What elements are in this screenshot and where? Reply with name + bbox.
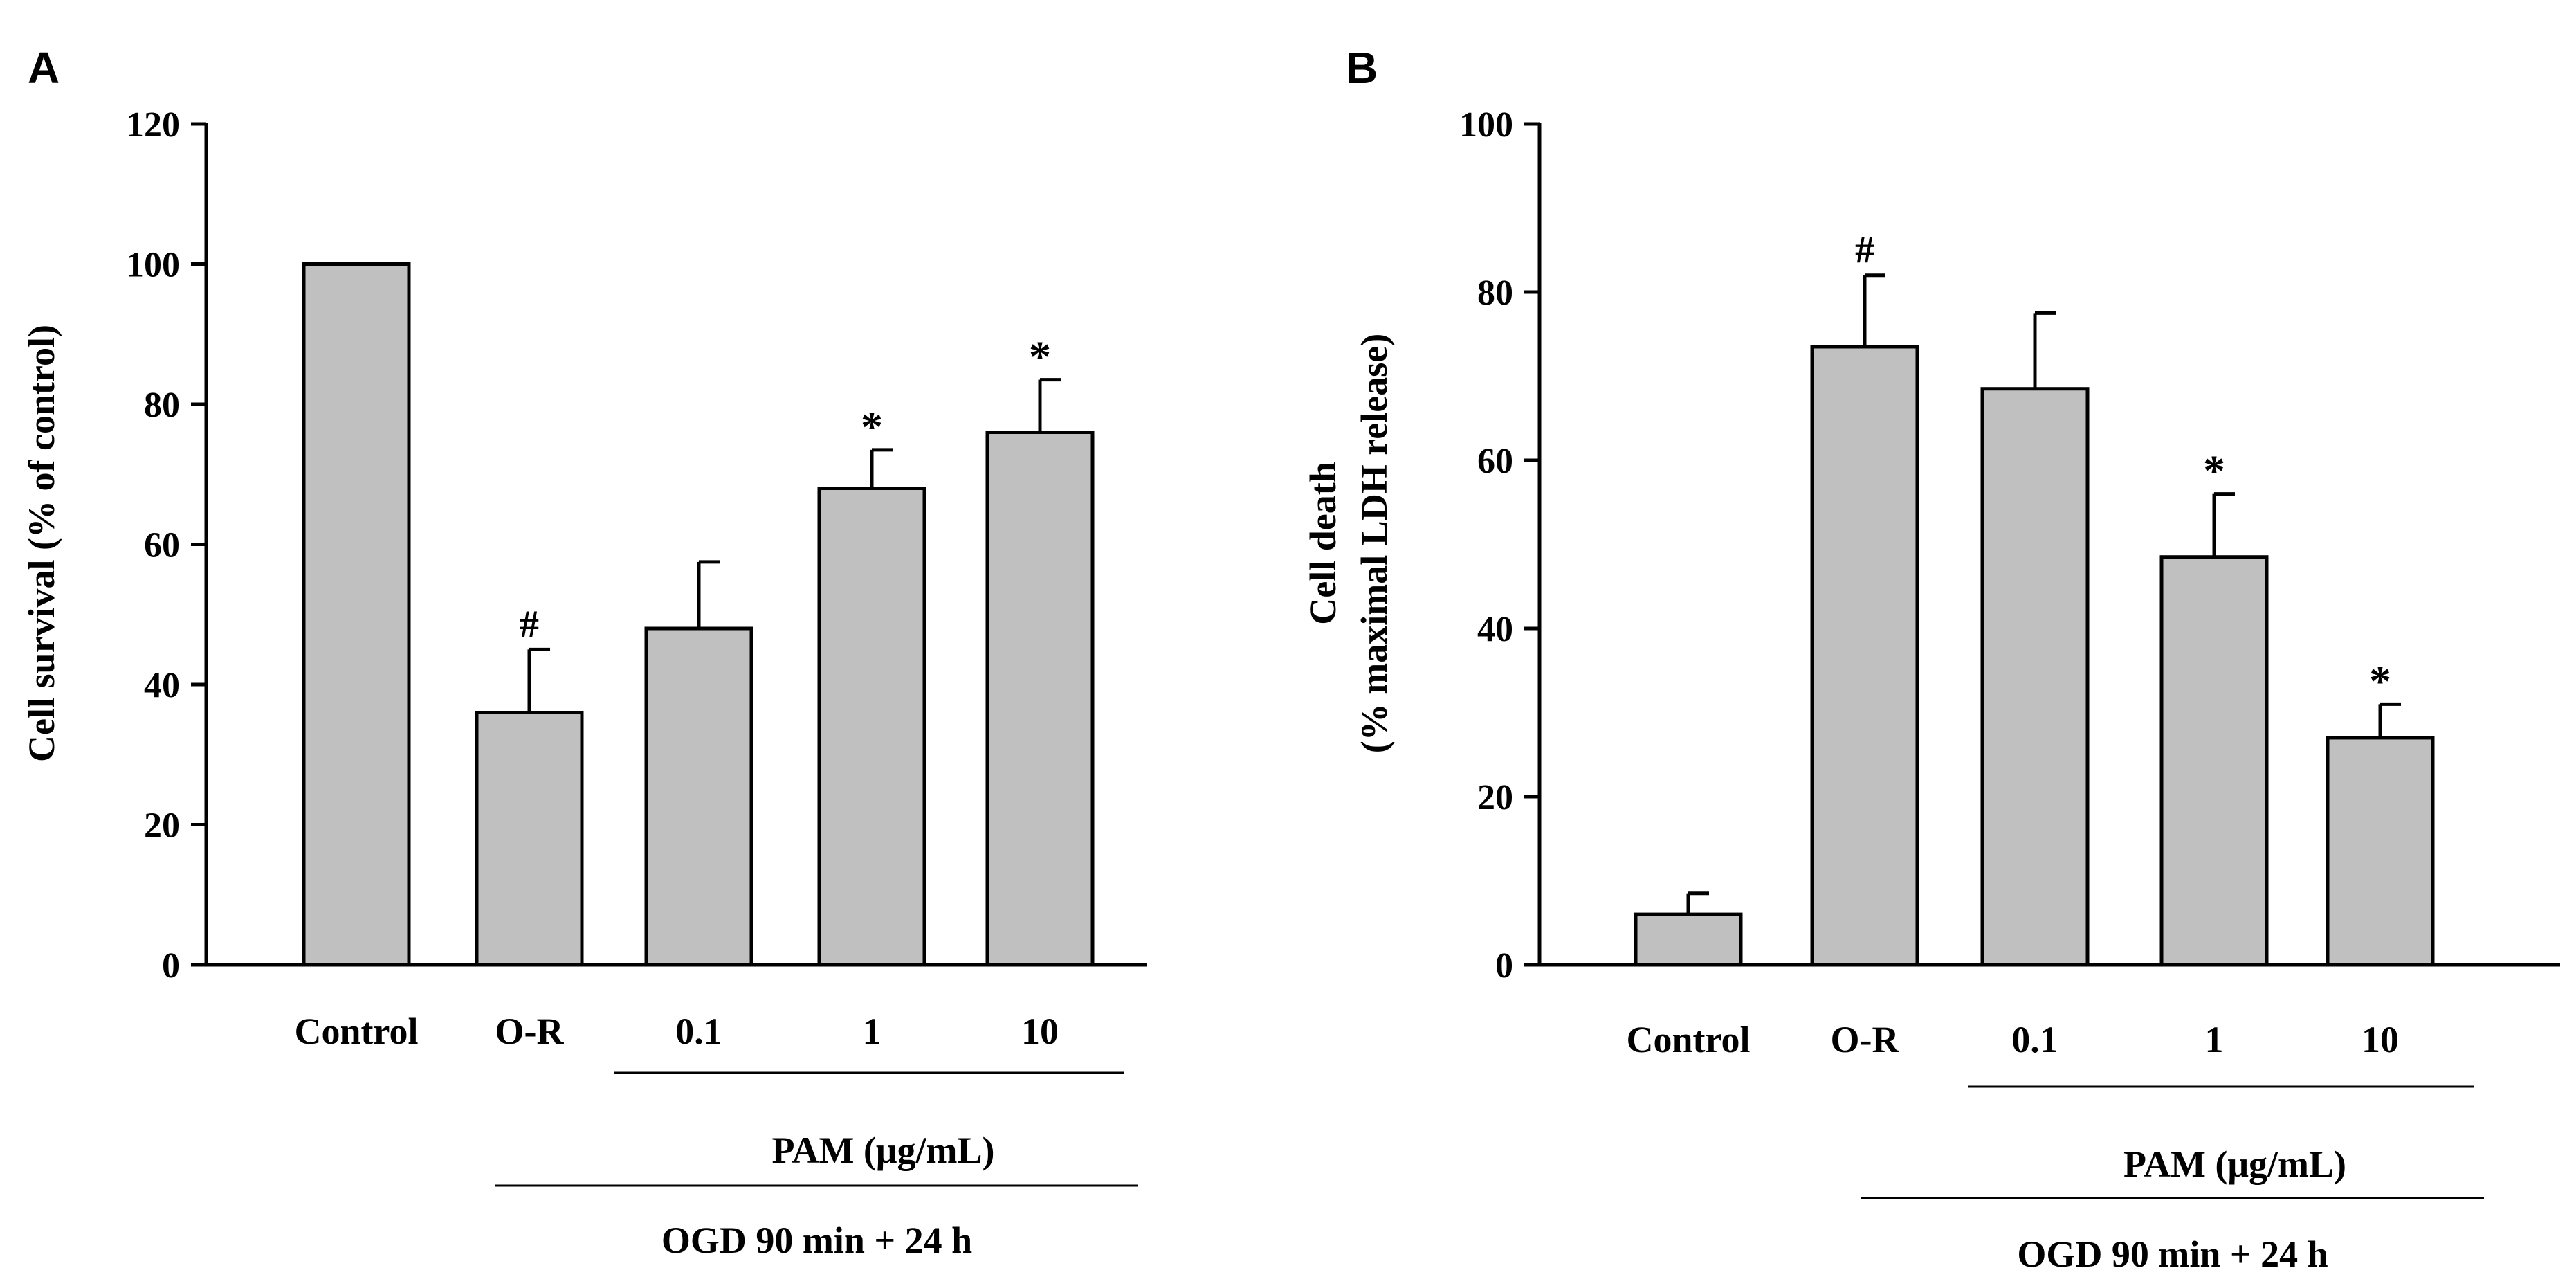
panel-letter: A: [28, 43, 60, 93]
y-tick-label: 120: [126, 105, 180, 145]
pam-group-label: PAM (μg/mL): [2123, 1143, 2346, 1185]
y-tick-label: 100: [1459, 105, 1513, 145]
category-label: O-R: [1831, 1019, 1900, 1060]
bar: [1980, 387, 2090, 967]
significance-marker: #: [520, 603, 539, 646]
y-tick-label: 40: [144, 666, 180, 705]
bar: [644, 626, 753, 967]
category-label: Control: [1626, 1019, 1750, 1060]
bar: [2159, 555, 2269, 967]
y-tick-label: 100: [126, 246, 180, 285]
category-label: 1: [2205, 1019, 2224, 1060]
category-label: 1: [863, 1011, 881, 1052]
panel-a: A # * * 0 20 40 60 80 100 120 Cell survival (% of c…: [21, 43, 1147, 1261]
y-axis-label: (% maximal LDH release): [1353, 334, 1395, 753]
y-tick-label: 60: [1477, 442, 1513, 481]
bar: [2326, 736, 2435, 967]
category-label: 10: [1021, 1011, 1059, 1052]
y-axis-label: Cell death: [1302, 462, 1344, 625]
bar: [817, 487, 926, 967]
ogd-group-label: OGD 90 min + 24 h: [2017, 1233, 2328, 1275]
bar: [1810, 345, 1919, 967]
significance-marker: *: [2203, 446, 2225, 496]
category-label: 10: [2362, 1019, 2399, 1060]
significance-marker: *: [861, 402, 883, 451]
significance-marker: #: [1855, 229, 1874, 272]
bar: [985, 431, 1095, 967]
y-tick-label: 20: [144, 806, 180, 846]
y-axis-label: Cell survival (% of control): [21, 325, 62, 762]
significance-marker: *: [1029, 332, 1051, 381]
ogd-group-label: OGD 90 min + 24 h: [661, 1220, 972, 1261]
panel-b: B # * * 0 20 40 60 80 100 Cell death (% maximal LDH…: [1302, 43, 2560, 1275]
category-label: O-R: [495, 1011, 565, 1052]
bar: [475, 711, 584, 967]
panel-letter: B: [1346, 43, 1378, 93]
significance-marker: *: [2369, 656, 2391, 705]
category-label: Control: [294, 1011, 418, 1052]
category-label: 0.1: [675, 1011, 722, 1052]
y-tick-label: 0: [1495, 946, 1513, 986]
y-tick-label: 20: [1477, 778, 1513, 817]
y-tick-label: 0: [162, 946, 180, 986]
bar: [302, 262, 411, 967]
y-tick-label: 80: [144, 386, 180, 425]
y-tick-label: 60: [144, 526, 180, 565]
y-tick-label: 80: [1477, 273, 1513, 313]
pam-group-label: PAM (μg/mL): [771, 1130, 994, 1171]
bar: [1634, 912, 1743, 967]
category-label: 0.1: [2011, 1019, 2058, 1060]
y-tick-label: 40: [1477, 610, 1513, 649]
